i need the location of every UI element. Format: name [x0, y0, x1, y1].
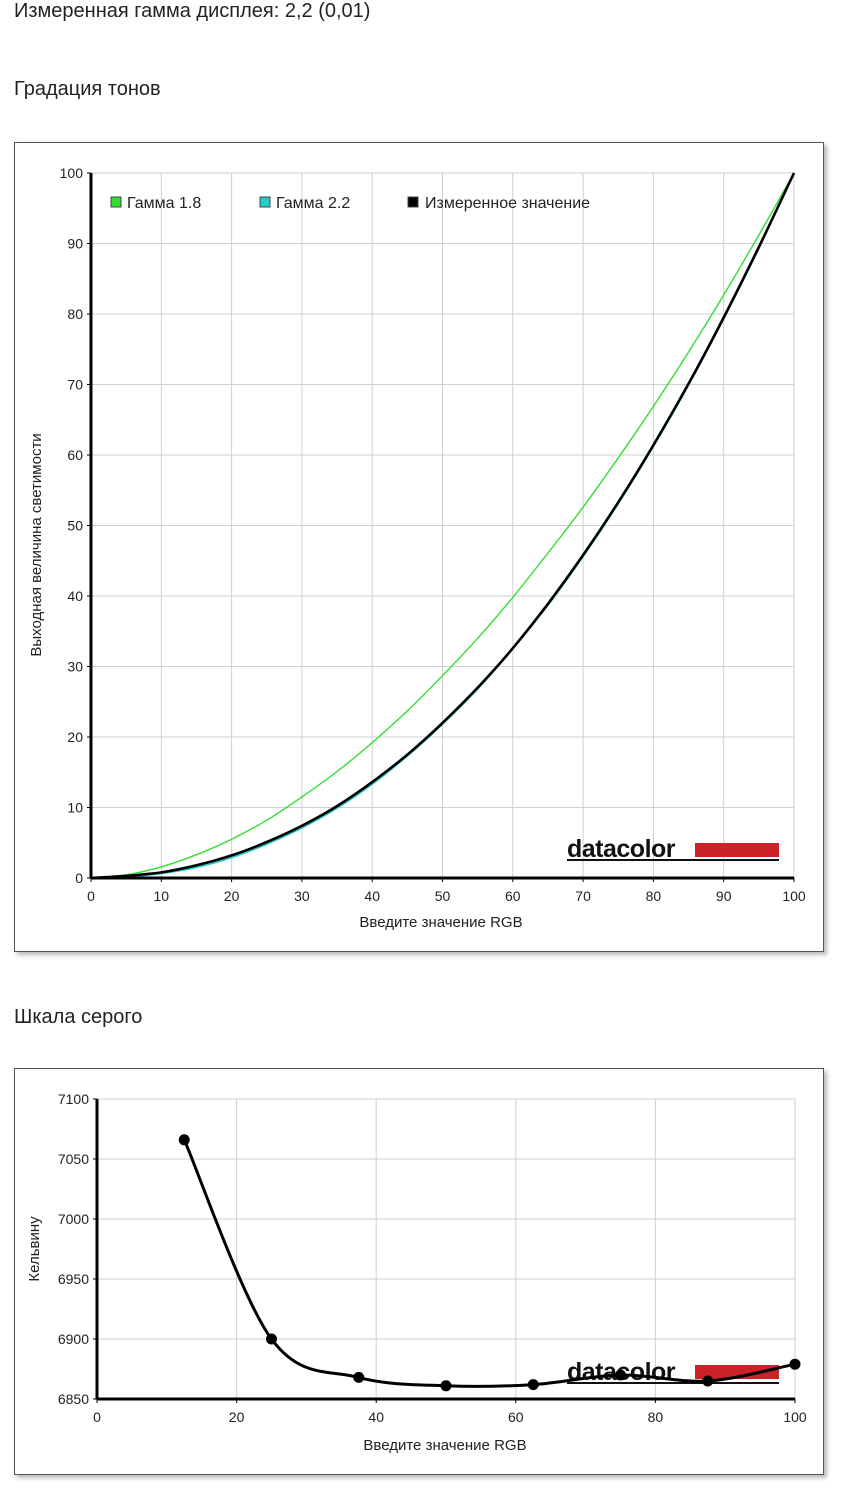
- axes: [93, 1098, 796, 1403]
- data-point-series-1-5: [527, 1379, 539, 1391]
- legend-item-measured: Измеренное значение: [407, 195, 590, 212]
- x-tick-label-10: 10: [154, 888, 170, 904]
- y-tick-label-30: 30: [67, 659, 83, 675]
- y-tick-label-80: 80: [67, 306, 83, 322]
- data-point-series-1-6: [615, 1369, 626, 1381]
- series-lines: [90, 172, 796, 880]
- x-tick-label-100: 100: [782, 888, 806, 904]
- grayscale-title: Шкала серого: [14, 1006, 143, 1028]
- x-tick-label-50: 50: [435, 888, 451, 904]
- y-tick-label-90: 90: [67, 236, 83, 252]
- legend-label-gamma-1-8: Гамма 1.8: [127, 195, 201, 212]
- x-tick-label-20: 20: [229, 1409, 245, 1425]
- y-tick-label-7050: 7050: [58, 1151, 89, 1167]
- x-tick-label-100: 100: [783, 1409, 807, 1425]
- y-tick-label-6900: 6900: [58, 1331, 89, 1347]
- x-axis-label: Введите значение RGB: [363, 1437, 526, 1454]
- y-tick-label-60: 60: [67, 447, 83, 463]
- series-line-измеренное-значение: [90, 172, 796, 880]
- x-tick-label-20: 20: [224, 888, 240, 904]
- datacolor-logo-underline: [567, 859, 779, 861]
- series-line-гамма-1-8: [90, 172, 795, 879]
- series-lines: [178, 1134, 801, 1392]
- tick-labels: 0 20 40 60 80 100 6850 6900 6950 7000 7050 7100: [58, 1091, 807, 1425]
- legend-item-gamma-2-2: Гамма 2.2: [259, 195, 350, 212]
- legend-swatch-gamma-1-8: [110, 196, 122, 208]
- x-tick-label-30: 30: [294, 888, 310, 904]
- legend-label-measured: Измеренное значение: [425, 195, 590, 212]
- y-tick-label-7100: 7100: [58, 1091, 89, 1107]
- tone-gradation-chart: 0 10 20 30 40 50 60 70 80 90 100 0 10 20 30 40 50 60 70 80 9…: [28, 165, 806, 931]
- tone-gradation-title: Градация тонов: [14, 78, 161, 100]
- measured-gamma-text: Измеренная гамма дисплея: 2,2 (0,01): [14, 0, 371, 22]
- datacolor-logo: datacolor: [567, 1358, 779, 1386]
- y-axis-label: Кельвину: [26, 1216, 43, 1282]
- data-point-series-1-4: [440, 1380, 452, 1392]
- y-tick-label-50: 50: [67, 518, 83, 534]
- datacolor-logo: datacolor: [567, 835, 779, 863]
- y-tick-label-6950: 6950: [58, 1271, 89, 1287]
- x-tick-label-80: 80: [648, 1409, 664, 1425]
- y-tick-label-70: 70: [67, 377, 83, 393]
- grayscale-chart-panel: datacolor 0 20 40 60 80 100 6850 6900 6950 7000 70…: [14, 1068, 824, 1475]
- x-axis-label: Введите значение RGB: [359, 914, 522, 931]
- data-point-series-1-3: [353, 1371, 365, 1383]
- legend-swatch-measured: [407, 196, 419, 208]
- y-tick-label-7000: 7000: [58, 1211, 89, 1227]
- legend-item-gamma-1-8: Гамма 1.8: [110, 195, 201, 212]
- tick-labels: 0 10 20 30 40 50 60 70 80 90 100 0 10 20 30 40 50 60 70 80 9…: [60, 165, 806, 904]
- x-tick-label-40: 40: [368, 1409, 384, 1425]
- y-tick-label-0: 0: [75, 870, 83, 886]
- y-tick-label-10: 10: [67, 800, 83, 816]
- x-tick-label-80: 80: [646, 888, 662, 904]
- x-tick-label-60: 60: [505, 888, 521, 904]
- datacolor-logo-bar: [695, 843, 779, 857]
- y-tick-label-20: 20: [67, 729, 83, 745]
- x-tick-label-40: 40: [364, 888, 380, 904]
- data-point-series-1-8: [789, 1358, 801, 1370]
- x-tick-label-0: 0: [93, 1409, 101, 1425]
- grid: [91, 172, 795, 878]
- x-tick-label-0: 0: [87, 888, 95, 904]
- y-tick-label-40: 40: [67, 588, 83, 604]
- series-line-series-1: [182, 1139, 796, 1388]
- legend-label-gamma-2-2: Гамма 2.2: [276, 195, 350, 212]
- grayscale-chart: datacolor 0 20 40 60 80 100 6850 6900 6950 7000 70…: [26, 1091, 807, 1454]
- x-tick-label-90: 90: [716, 888, 732, 904]
- legend: Гамма 1.8 Гамма 2.2 Измеренное значение: [110, 195, 590, 212]
- tone-gradation-chart-panel: 0 10 20 30 40 50 60 70 80 90 100 0 10 20 30 40 50 60 70 80 9…: [14, 142, 824, 952]
- axes: [87, 172, 795, 882]
- data-point-series-1-1: [178, 1134, 190, 1146]
- datacolor-logo-bar: [695, 1365, 779, 1379]
- legend-swatch-gamma-2-2: [259, 196, 271, 208]
- data-point-series-1-7: [702, 1375, 714, 1387]
- y-axis-label: Выходная величина светимости: [28, 433, 45, 656]
- x-tick-label-60: 60: [508, 1409, 524, 1425]
- grid: [97, 1098, 796, 1399]
- y-tick-label-100: 100: [60, 165, 84, 181]
- x-tick-label-70: 70: [575, 888, 591, 904]
- datacolor-logo-underline: [567, 1382, 779, 1384]
- y-tick-label-6850: 6850: [58, 1391, 89, 1407]
- datacolor-logo-text: datacolor: [567, 835, 676, 863]
- data-point-series-1-2: [266, 1333, 277, 1345]
